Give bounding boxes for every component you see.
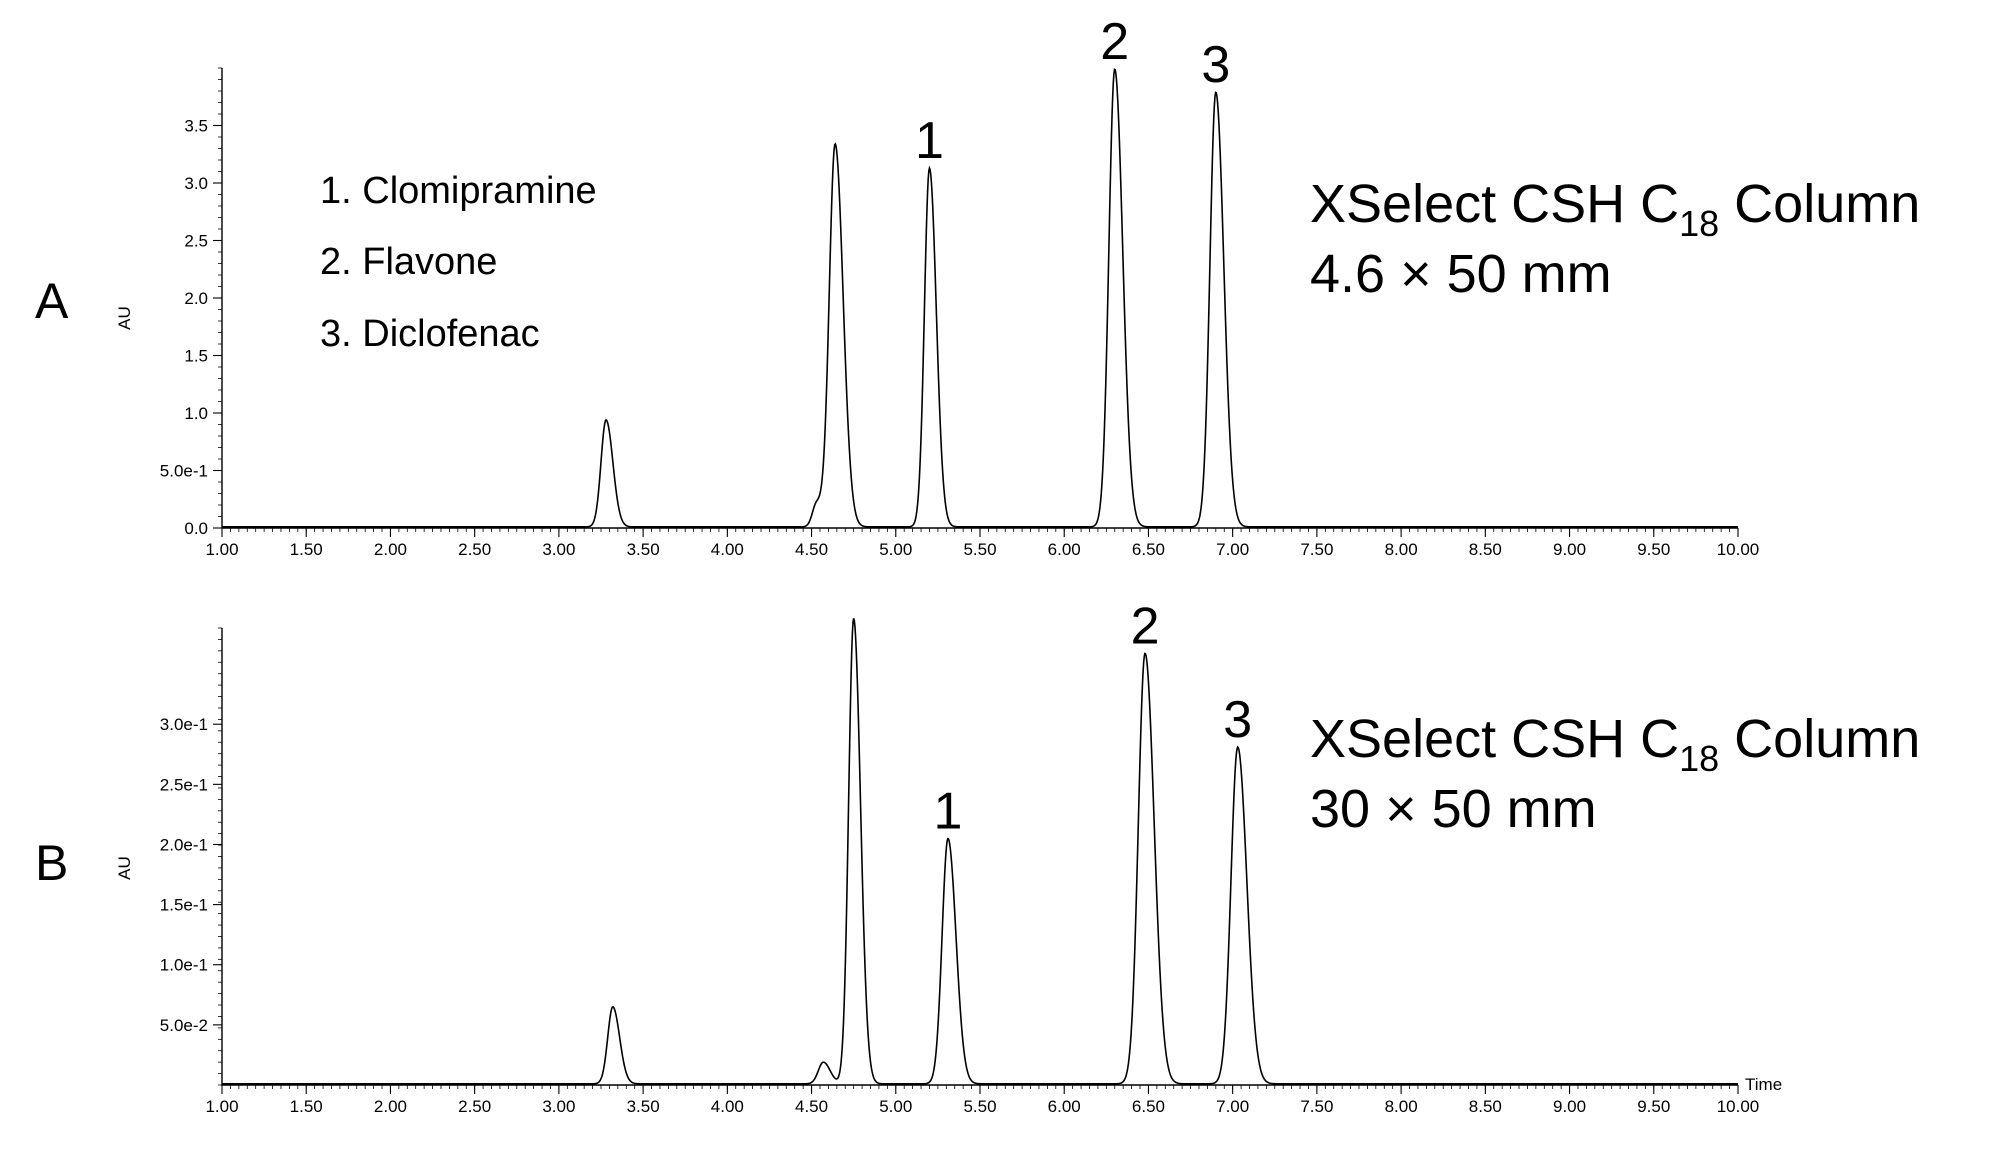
x-tick-label-a: 9.00 bbox=[1553, 540, 1586, 559]
x-tick-label-a: 4.50 bbox=[795, 540, 828, 559]
x-tick-label-b: 1.50 bbox=[290, 1097, 323, 1116]
y-tick-label-a: 3.5 bbox=[184, 117, 208, 136]
x-axis-label-b: Time bbox=[1745, 1075, 1782, 1094]
x-tick-label-a: 5.50 bbox=[963, 540, 996, 559]
x-tick-label-a: 2.00 bbox=[374, 540, 407, 559]
x-tick-label-b: 8.00 bbox=[1385, 1097, 1418, 1116]
x-tick-label-b: 2.00 bbox=[374, 1097, 407, 1116]
y-tick-label-a: 3.0 bbox=[184, 174, 208, 193]
x-tick-label-b: 9.50 bbox=[1637, 1097, 1670, 1116]
x-tick-label-b: 3.00 bbox=[542, 1097, 575, 1116]
y-tick-label-a: 1.0 bbox=[184, 404, 208, 423]
x-tick-label-b: 1.00 bbox=[205, 1097, 238, 1116]
x-tick-label-a: 6.50 bbox=[1132, 540, 1165, 559]
column-title-b: XSelect CSH C18 Column bbox=[1310, 709, 1920, 779]
x-tick-label-a: 1.50 bbox=[290, 540, 323, 559]
peak-label-a-1: 1 bbox=[915, 112, 944, 170]
x-tick-label-a: 10.00 bbox=[1717, 540, 1760, 559]
panel-b: B AU Time XSelect CSH C18 Column 30 × 50… bbox=[35, 597, 1920, 1116]
x-tick-label-a: 6.00 bbox=[1048, 540, 1081, 559]
peak-label-b-1: 1 bbox=[934, 782, 963, 840]
x-tick-label-b: 5.00 bbox=[879, 1097, 912, 1116]
x-tick-label-a: 3.50 bbox=[627, 540, 660, 559]
x-tick-label-a: 7.00 bbox=[1216, 540, 1249, 559]
x-tick-label-b: 6.00 bbox=[1048, 1097, 1081, 1116]
panel-a: A AU 1. Clomipramine 2. Flavone 3. Diclo… bbox=[35, 13, 1920, 559]
x-tick-label-a: 9.50 bbox=[1637, 540, 1670, 559]
peak-label-b-3: 3 bbox=[1223, 691, 1252, 749]
x-tick-label-a: 7.50 bbox=[1300, 540, 1333, 559]
peak-label-a-3: 3 bbox=[1201, 36, 1230, 94]
legend-item-clomipramine: 1. Clomipramine bbox=[320, 170, 597, 212]
x-tick-label-a: 1.00 bbox=[205, 540, 238, 559]
x-tick-label-a: 8.00 bbox=[1385, 540, 1418, 559]
y-tick-label-b: 2.5e-1 bbox=[160, 775, 208, 794]
peak-label-a-2: 2 bbox=[1100, 13, 1129, 71]
x-tick-label-b: 7.50 bbox=[1300, 1097, 1333, 1116]
panel-label-b: B bbox=[35, 835, 68, 891]
x-tick-label-b: 3.50 bbox=[627, 1097, 660, 1116]
x-tick-label-b: 2.50 bbox=[458, 1097, 491, 1116]
x-tick-label-a: 4.00 bbox=[711, 540, 744, 559]
legend-a: 1. Clomipramine 2. Flavone 3. Diclofenac bbox=[320, 170, 597, 355]
trace-a bbox=[222, 68, 1738, 528]
column-title-a: XSelect CSH C18 Column bbox=[1310, 174, 1920, 244]
y-tick-label-b: 5.0e-2 bbox=[160, 1016, 208, 1035]
legend-item-diclofenac: 3. Diclofenac bbox=[320, 313, 540, 355]
column-size-a: 4.6 × 50 mm bbox=[1310, 244, 1612, 304]
y-tick-label-b: 2.0e-1 bbox=[160, 835, 208, 854]
y-tick-label-a: 5.0e-1 bbox=[160, 462, 208, 481]
x-tick-label-a: 3.00 bbox=[542, 540, 575, 559]
x-tick-label-b: 7.00 bbox=[1216, 1097, 1249, 1116]
x-tick-label-a: 5.00 bbox=[879, 540, 912, 559]
peak-label-b-2: 2 bbox=[1131, 597, 1160, 655]
y-tick-label-a: 1.5 bbox=[184, 347, 208, 366]
legend-item-flavone: 2. Flavone bbox=[320, 241, 497, 283]
y-tick-label-b: 3.0e-1 bbox=[160, 715, 208, 734]
trace-b bbox=[222, 618, 1738, 1085]
y-tick-label-a: 2.5 bbox=[184, 232, 208, 251]
x-tick-label-b: 10.00 bbox=[1717, 1097, 1760, 1116]
panel-label-a: A bbox=[35, 273, 69, 329]
x-tick-label-a: 2.50 bbox=[458, 540, 491, 559]
x-tick-label-b: 6.50 bbox=[1132, 1097, 1165, 1116]
y-axis-label-b: AU bbox=[115, 856, 134, 880]
x-tick-label-b: 4.00 bbox=[711, 1097, 744, 1116]
x-tick-label-b: 8.50 bbox=[1469, 1097, 1502, 1116]
column-size-b: 30 × 50 mm bbox=[1310, 779, 1597, 839]
y-tick-label-b: 1.5e-1 bbox=[160, 896, 208, 915]
y-tick-label-a: 0.0 bbox=[184, 519, 208, 538]
x-tick-label-b: 4.50 bbox=[795, 1097, 828, 1116]
y-axis-label-a: AU bbox=[115, 306, 134, 330]
y-tick-label-a: 2.0 bbox=[184, 289, 208, 308]
y-tick-label-b: 1.0e-1 bbox=[160, 956, 208, 975]
x-tick-label-b: 9.00 bbox=[1553, 1097, 1586, 1116]
x-tick-label-b: 5.50 bbox=[963, 1097, 996, 1116]
x-tick-label-a: 8.50 bbox=[1469, 540, 1502, 559]
